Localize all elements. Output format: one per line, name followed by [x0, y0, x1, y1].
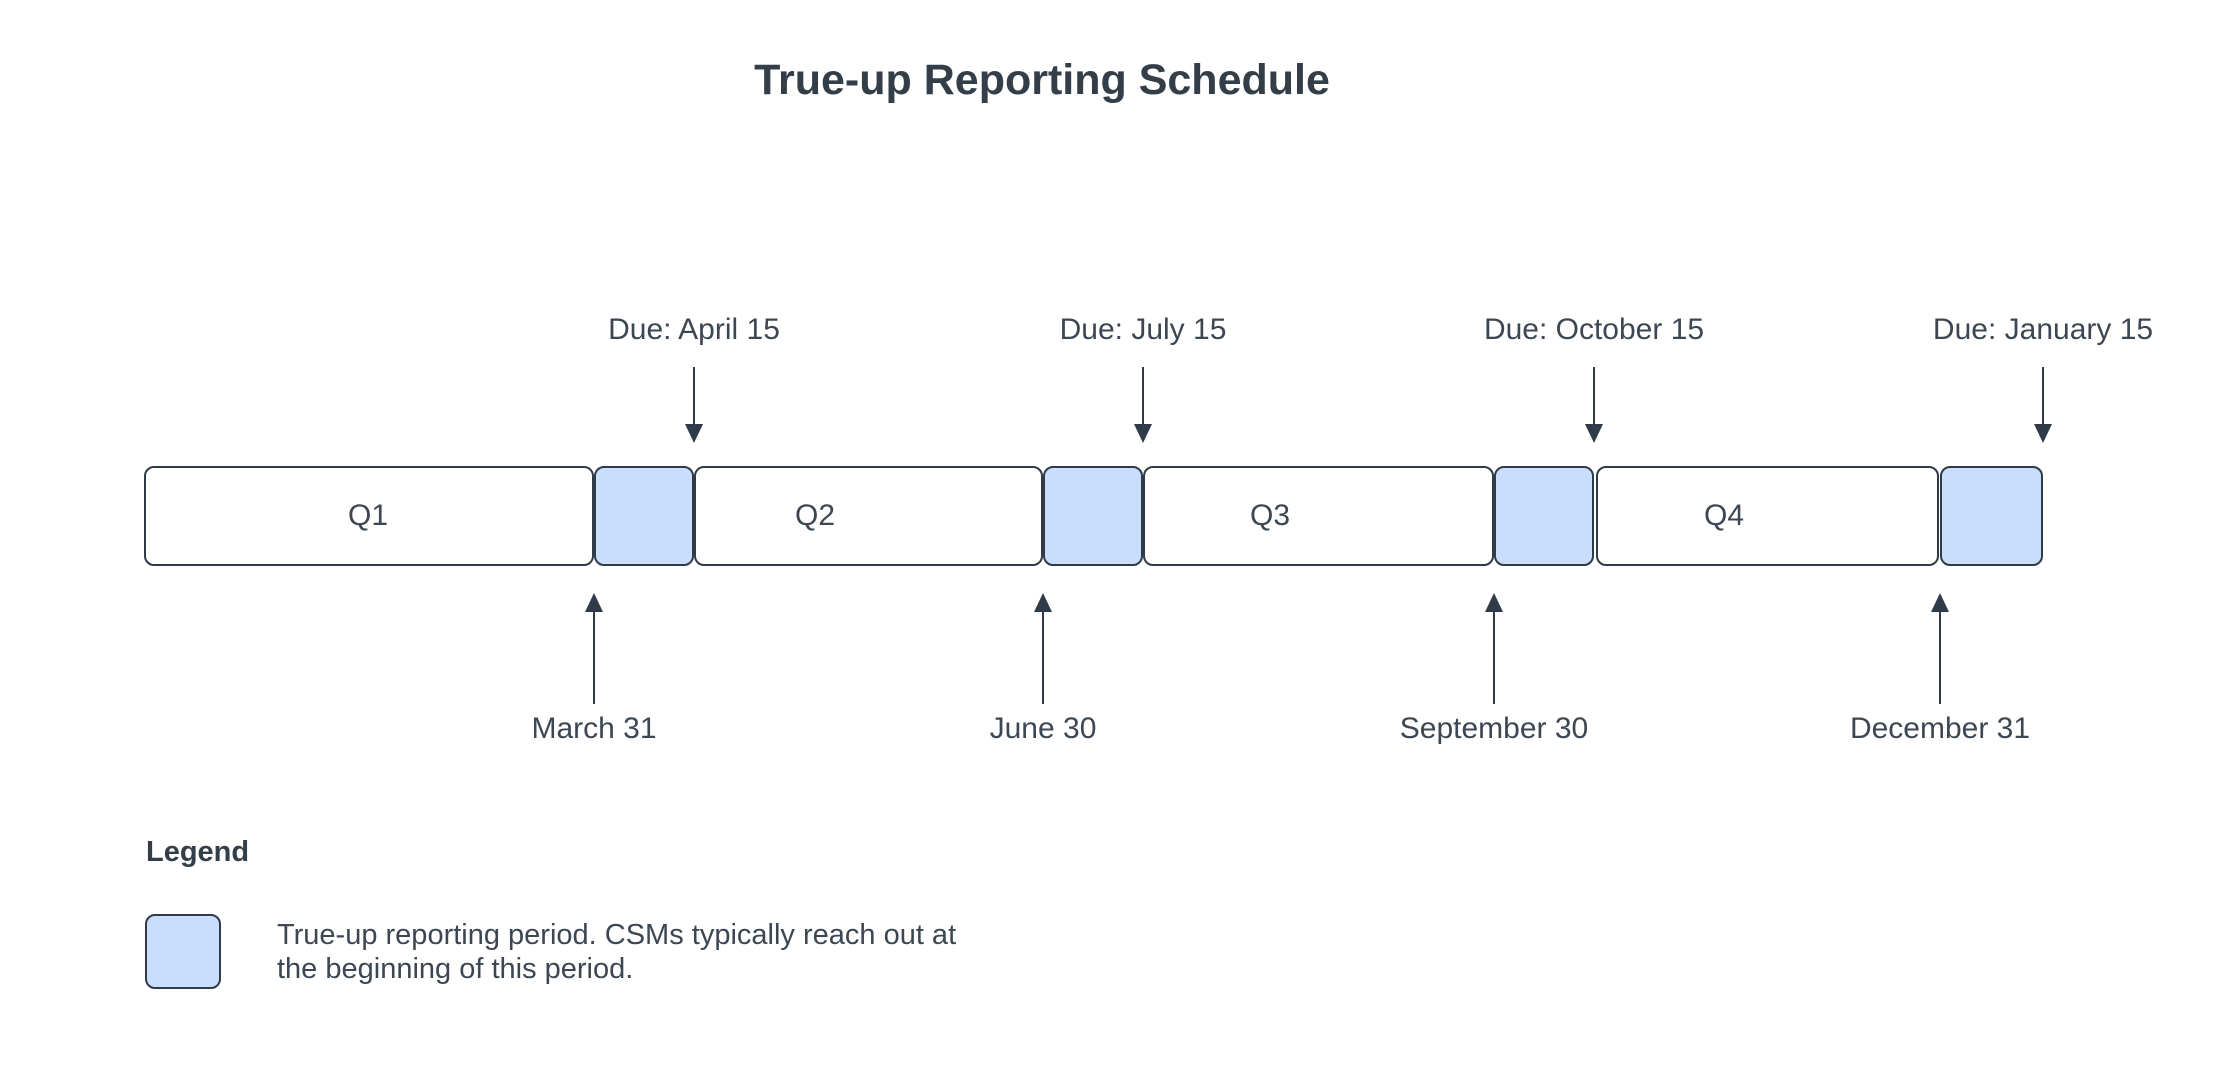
arrow-shaft — [2042, 367, 2044, 424]
legend-description-line2: the beginning of this period. — [277, 953, 634, 985]
arrow-head — [1931, 593, 1949, 612]
trueup-period-swatch — [145, 914, 221, 989]
arrow-shaft — [1593, 367, 1595, 424]
arrow-head — [1485, 593, 1503, 612]
arrow-head — [685, 424, 703, 443]
trueup-period-box-4 — [1940, 466, 2043, 566]
arrow-shaft — [693, 367, 695, 424]
arrow-head — [1585, 424, 1603, 443]
arrow-head — [2034, 424, 2052, 443]
arrow-shaft — [1939, 612, 1941, 704]
trueup-period-box-2 — [1043, 466, 1143, 566]
due-date-label-q1: Due: April 15 — [608, 313, 780, 346]
trueup-period-box-1 — [594, 466, 694, 566]
quarter-label-q1: Q1 — [347, 499, 389, 532]
legend-description: True-up reporting period. CSMs typically… — [277, 918, 956, 986]
quarter-box-q1 — [144, 466, 594, 566]
arrow-shaft — [593, 612, 595, 704]
due-date-label-q4: Due: January 15 — [1932, 313, 2154, 346]
quarter-label-q4: Q4 — [1703, 499, 1745, 532]
quarter-label-q2: Q2 — [794, 499, 836, 532]
arrow-shaft — [1042, 612, 1044, 704]
trueup-period-box-3 — [1494, 466, 1594, 566]
arrow-head — [1134, 424, 1152, 443]
quarter-end-label-q1: March 31 — [531, 712, 657, 745]
due-date-label-q2: Due: July 15 — [1059, 313, 1227, 346]
arrow-shaft — [1142, 367, 1144, 424]
legend-heading: Legend — [146, 836, 250, 868]
quarter-box-q4 — [1596, 466, 1939, 566]
quarter-box-q3 — [1143, 466, 1494, 566]
quarter-end-label-q2: June 30 — [989, 712, 1097, 745]
quarter-box-q2 — [694, 466, 1043, 566]
quarter-end-label-q3: September 30 — [1399, 712, 1589, 745]
arrow-shaft — [1493, 612, 1495, 704]
arrow-head — [1034, 593, 1052, 612]
quarter-end-label-q4: December 31 — [1849, 712, 2031, 745]
quarter-label-q3: Q3 — [1249, 499, 1291, 532]
due-date-label-q3: Due: October 15 — [1483, 313, 1705, 346]
page-title: True-up Reporting Schedule — [754, 56, 1330, 104]
arrow-head — [585, 593, 603, 612]
legend-description-line1: True-up reporting period. CSMs typically… — [277, 919, 957, 951]
